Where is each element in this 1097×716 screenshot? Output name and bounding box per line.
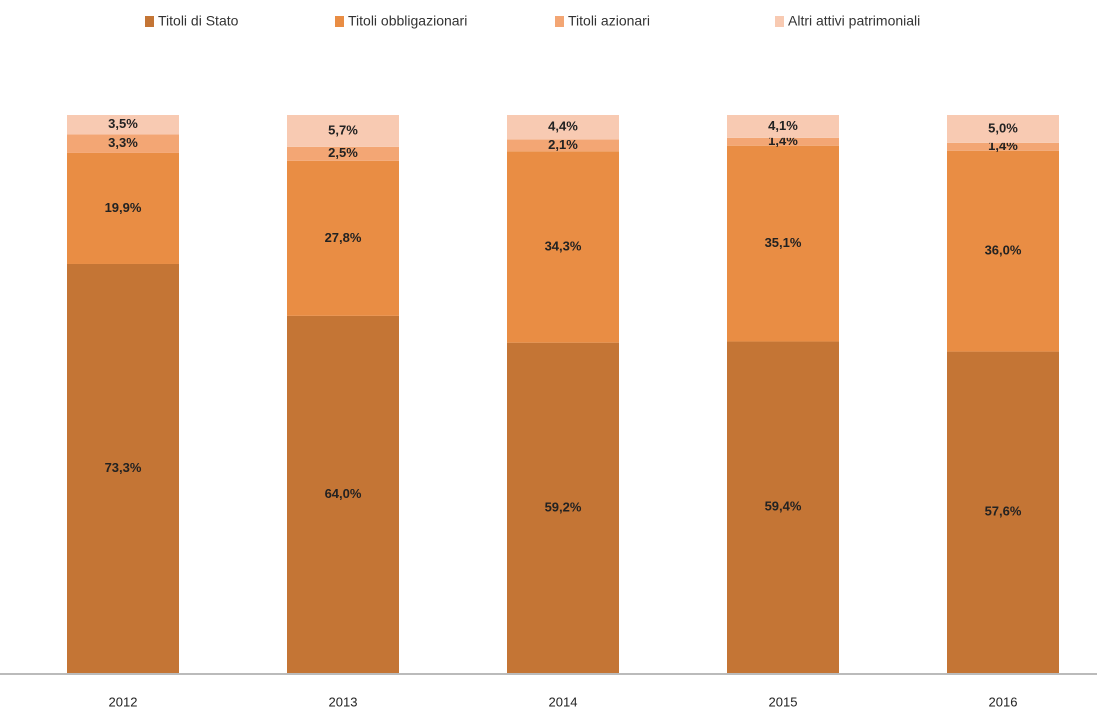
legend-label: Altri attivi patrimoniali	[788, 13, 920, 29]
data-label: 73,3%	[105, 460, 142, 475]
bar-segment	[507, 115, 619, 140]
bar-segment	[727, 341, 839, 673]
bar-segment	[727, 137, 839, 146]
x-tick-label: 2016	[989, 694, 1018, 709]
x-tick-label: 2014	[549, 694, 578, 709]
data-label: 19,9%	[105, 200, 142, 215]
data-label: 5,7%	[328, 122, 358, 137]
data-label: 5,0%	[988, 120, 1018, 135]
data-label: 2,5%	[328, 145, 358, 160]
bar-segment	[287, 315, 399, 673]
bar-segment	[67, 263, 179, 673]
data-label: 59,4%	[765, 499, 802, 514]
bar-segment	[67, 115, 179, 135]
x-tick-label: 2012	[109, 694, 138, 709]
bar-segment	[727, 145, 839, 342]
data-label: 59,2%	[545, 499, 582, 514]
data-label: 3,3%	[108, 135, 138, 150]
data-label: 64,0%	[325, 486, 362, 501]
bar-segment	[507, 151, 619, 343]
legend-swatch	[775, 16, 784, 27]
bar-segment	[287, 115, 399, 147]
bar-segment	[947, 142, 1059, 151]
x-tick-label: 2013	[329, 694, 358, 709]
bar-segment	[947, 115, 1059, 143]
legend-swatch	[555, 16, 564, 27]
legend-label: Titoli di Stato	[158, 13, 239, 29]
bar-segment	[727, 115, 839, 138]
data-label: 27,8%	[325, 230, 362, 245]
data-label: 35,1%	[765, 235, 802, 250]
data-label: 3,5%	[108, 116, 138, 131]
legend-label: Titoli azionari	[568, 13, 650, 29]
data-label: 4,4%	[548, 119, 578, 134]
bar-segment	[287, 146, 399, 161]
data-label: 34,3%	[545, 238, 582, 253]
legend-swatch	[145, 16, 154, 27]
legend-label: Titoli obbligazionari	[348, 13, 467, 29]
data-label: 57,6%	[985, 504, 1022, 519]
data-label: 36,0%	[985, 243, 1022, 258]
x-tick-label: 2015	[769, 694, 798, 709]
bar-segment	[507, 342, 619, 673]
bar-segment	[947, 150, 1059, 352]
data-label: 4,1%	[768, 118, 798, 133]
bar-segment	[67, 152, 179, 264]
data-label: 2,1%	[548, 137, 578, 152]
bar-segment	[67, 134, 179, 153]
legend-swatch	[335, 16, 344, 27]
bar-segment	[287, 160, 399, 316]
bar-segment	[507, 139, 619, 152]
bar-segment	[947, 351, 1059, 673]
